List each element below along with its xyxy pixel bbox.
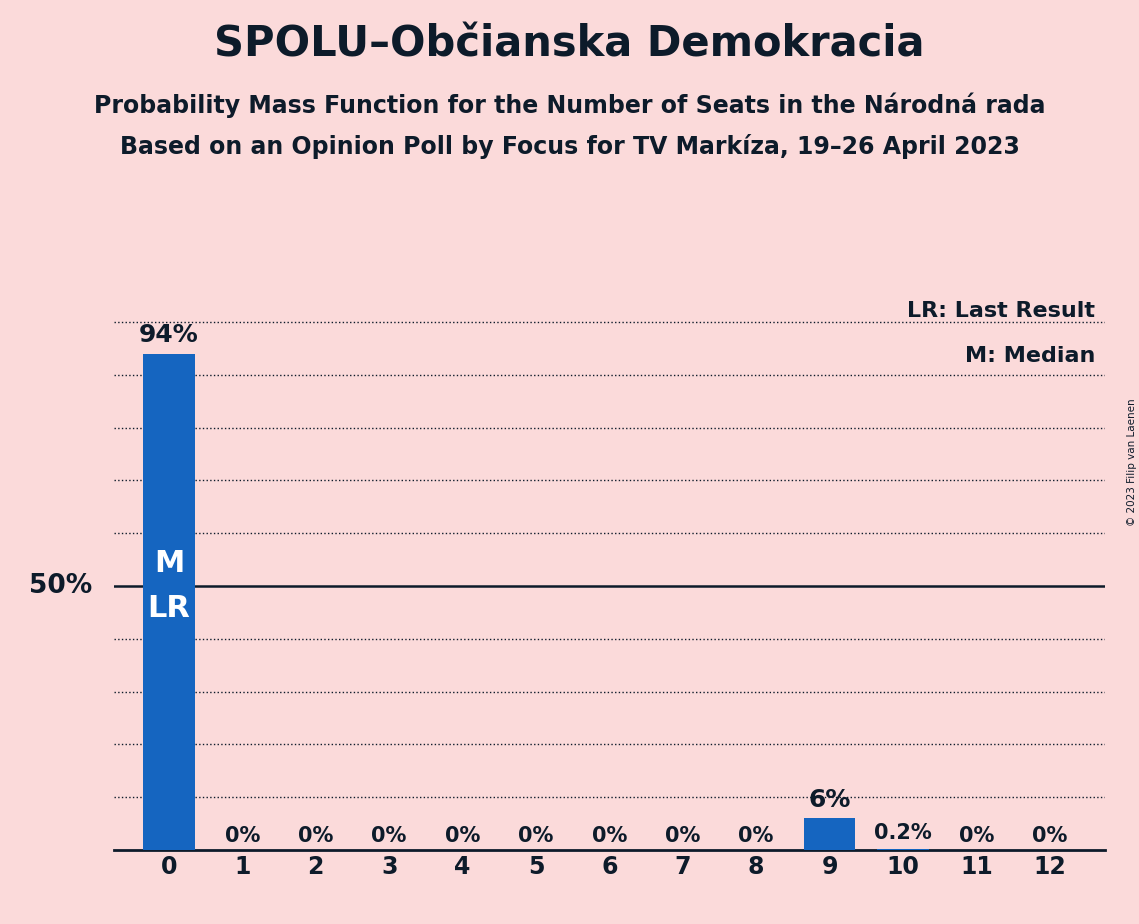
Text: Probability Mass Function for the Number of Seats in the Národná rada: Probability Mass Function for the Number… bbox=[93, 92, 1046, 118]
Text: M: M bbox=[154, 549, 185, 578]
Text: 0%: 0% bbox=[591, 826, 628, 845]
Bar bbox=[877, 849, 928, 850]
Text: LR: LR bbox=[148, 594, 190, 623]
Text: 0.2%: 0.2% bbox=[874, 822, 932, 843]
Text: Based on an Opinion Poll by Focus for TV Markíza, 19–26 April 2023: Based on an Opinion Poll by Focus for TV… bbox=[120, 134, 1019, 159]
Text: M: Median: M: Median bbox=[965, 346, 1095, 366]
Text: 0%: 0% bbox=[959, 826, 994, 845]
Text: 0%: 0% bbox=[224, 826, 260, 845]
Text: 0%: 0% bbox=[445, 826, 481, 845]
Text: 0%: 0% bbox=[298, 826, 334, 845]
Text: LR: Last Result: LR: Last Result bbox=[907, 301, 1095, 322]
Text: 0%: 0% bbox=[738, 826, 773, 845]
Text: 0%: 0% bbox=[1032, 826, 1067, 845]
Bar bbox=[804, 819, 855, 850]
Text: 94%: 94% bbox=[139, 323, 199, 347]
Text: SPOLU–Občianska Demokracia: SPOLU–Občianska Demokracia bbox=[214, 23, 925, 65]
Text: 0%: 0% bbox=[518, 826, 554, 845]
Text: 0%: 0% bbox=[371, 826, 407, 845]
Text: 50%: 50% bbox=[28, 573, 92, 599]
Text: 6%: 6% bbox=[809, 788, 851, 812]
Bar bbox=[144, 354, 195, 850]
Text: © 2023 Filip van Laenen: © 2023 Filip van Laenen bbox=[1126, 398, 1137, 526]
Text: 0%: 0% bbox=[665, 826, 700, 845]
